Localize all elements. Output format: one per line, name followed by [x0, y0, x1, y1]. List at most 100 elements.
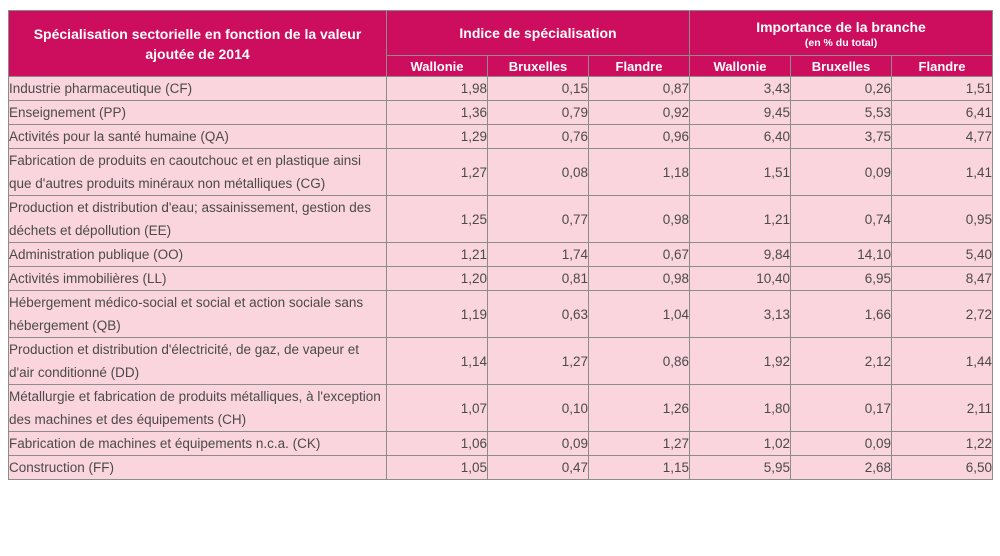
row-label: Fabrication de machines et équipements n…	[8, 431, 387, 456]
row-value: 0,15	[487, 76, 589, 101]
row-value: 1,04	[587, 290, 691, 338]
row-value: 0,86	[587, 337, 691, 385]
table-row: Hébergement médico-social et social et a…	[8, 290, 994, 338]
row-value: 1,20	[386, 266, 488, 291]
row-value: 0,09	[790, 431, 893, 456]
row-label: Construction (FF)	[8, 455, 387, 480]
row-value: 2,68	[790, 455, 893, 480]
col-header-wallonie: Wallonie	[386, 55, 488, 77]
table-body: Industrie pharmaceutique (CF) 1,98 0,15 0,8…	[8, 76, 994, 480]
row-value: 1,51	[891, 76, 994, 101]
row-value: 14,10	[790, 242, 893, 267]
specialisation-table: Spécialisation sectorielle en fonction d…	[8, 10, 994, 480]
row-value: 1,80	[689, 384, 792, 432]
row-label: Administration publique (OO)	[8, 242, 387, 267]
row-label: Production et distribution d'électricité…	[8, 337, 387, 385]
row-value: 1,66	[790, 290, 893, 338]
col-header-flandre: Flandre	[891, 55, 994, 77]
row-value: 9,84	[689, 242, 792, 267]
row-value: 1,74	[487, 242, 589, 267]
row-value: 5,53	[790, 100, 893, 125]
row-value: 1,21	[689, 195, 792, 243]
row-value: 1,51	[689, 148, 792, 196]
row-value: 2,12	[790, 337, 893, 385]
row-label: Production et distribution d'eau; assain…	[8, 195, 387, 243]
row-label: Fabrication de produits en caoutchouc et…	[8, 148, 387, 196]
table-row: Activités pour la santé humaine (QA) 1,29…	[8, 124, 994, 149]
row-value: 2,11	[891, 384, 994, 432]
row-value: 1,44	[891, 337, 994, 385]
row-value: 5,95	[689, 455, 792, 480]
row-value: 1,07	[386, 384, 488, 432]
row-value: 1,29	[386, 124, 488, 149]
row-value: 1,92	[689, 337, 792, 385]
row-value: 0,79	[487, 100, 589, 125]
row-value: 1,02	[689, 431, 792, 456]
table-row: Fabrication de machines et équipements n…	[8, 431, 994, 456]
table-row: Industrie pharmaceutique (CF) 1,98 0,15 0,8…	[8, 76, 994, 101]
row-value: 1,14	[386, 337, 488, 385]
row-value: 0,09	[790, 148, 893, 196]
importance-branche-subtitle: (en % du total)	[804, 37, 878, 49]
row-value: 0,26	[790, 76, 893, 101]
row-value: 4,77	[891, 124, 994, 149]
row-value: 1,25	[386, 195, 488, 243]
row-value: 1,27	[587, 431, 691, 456]
row-value: 1,27	[487, 337, 589, 385]
row-value: 1,06	[386, 431, 488, 456]
col-header-flandre: Flandre	[587, 55, 691, 77]
row-value: 6,50	[891, 455, 994, 480]
col-header-bruxelles: Bruxelles	[487, 55, 589, 77]
row-label: Activités pour la santé humaine (QA)	[8, 124, 387, 149]
importance-branche-title: Importance de la branche	[756, 19, 926, 35]
table-row: Métallurgie et fabrication de produits m…	[8, 384, 994, 432]
row-value: 1,27	[386, 148, 488, 196]
row-value: 2,72	[891, 290, 994, 338]
row-label: Hébergement médico-social et social et a…	[8, 290, 387, 338]
row-value: 0,81	[487, 266, 589, 291]
row-value: 1,36	[386, 100, 488, 125]
row-value: 6,95	[790, 266, 893, 291]
row-value: 0,76	[487, 124, 589, 149]
first-column-header: Spécialisation sectorielle en fonction d…	[8, 10, 387, 77]
row-value: 1,41	[891, 148, 994, 196]
table-row: Fabrication de produits en caoutchouc et…	[8, 148, 994, 196]
table-row: Enseignement (PP) 1,36 0,79 0,92 9,45 5,53 6,4…	[8, 100, 994, 125]
row-value: 0,63	[487, 290, 589, 338]
row-value: 1,21	[386, 242, 488, 267]
table-row: Production et distribution d'eau; assain…	[8, 195, 994, 243]
row-value: 3,13	[689, 290, 792, 338]
row-value: 9,45	[689, 100, 792, 125]
col-header-wallonie: Wallonie	[689, 55, 792, 77]
row-value: 0,67	[587, 242, 691, 267]
row-value: 0,09	[487, 431, 589, 456]
row-value: 0,98	[587, 195, 691, 243]
row-value: 0,77	[487, 195, 589, 243]
row-value: 0,10	[487, 384, 589, 432]
row-value: 1,22	[891, 431, 994, 456]
importance-branche-header: Importance de la branche (en % du total)	[689, 10, 994, 56]
row-value: 6,41	[891, 100, 994, 125]
row-value: 1,05	[386, 455, 488, 480]
row-label: Métallurgie et fabrication de produits m…	[8, 384, 387, 432]
row-value: 8,47	[891, 266, 994, 291]
row-value: 5,40	[891, 242, 994, 267]
row-value: 0,96	[587, 124, 691, 149]
table-row: Production et distribution d'électricité…	[8, 337, 994, 385]
row-value: 0,47	[487, 455, 589, 480]
row-value: 0,87	[587, 76, 691, 101]
row-value: 1,18	[587, 148, 691, 196]
row-value: 1,26	[587, 384, 691, 432]
table-row: Administration publique (OO) 1,21 1,74 0,67…	[8, 242, 994, 267]
row-value: 3,43	[689, 76, 792, 101]
row-value: 0,74	[790, 195, 893, 243]
row-value: 0,08	[487, 148, 589, 196]
row-value: 1,15	[587, 455, 691, 480]
row-value: 1,19	[386, 290, 488, 338]
row-value: 3,75	[790, 124, 893, 149]
row-value: 0,95	[891, 195, 994, 243]
row-label: Industrie pharmaceutique (CF)	[8, 76, 387, 101]
row-value: 0,17	[790, 384, 893, 432]
row-value: 0,98	[587, 266, 691, 291]
row-value: 1,98	[386, 76, 488, 101]
